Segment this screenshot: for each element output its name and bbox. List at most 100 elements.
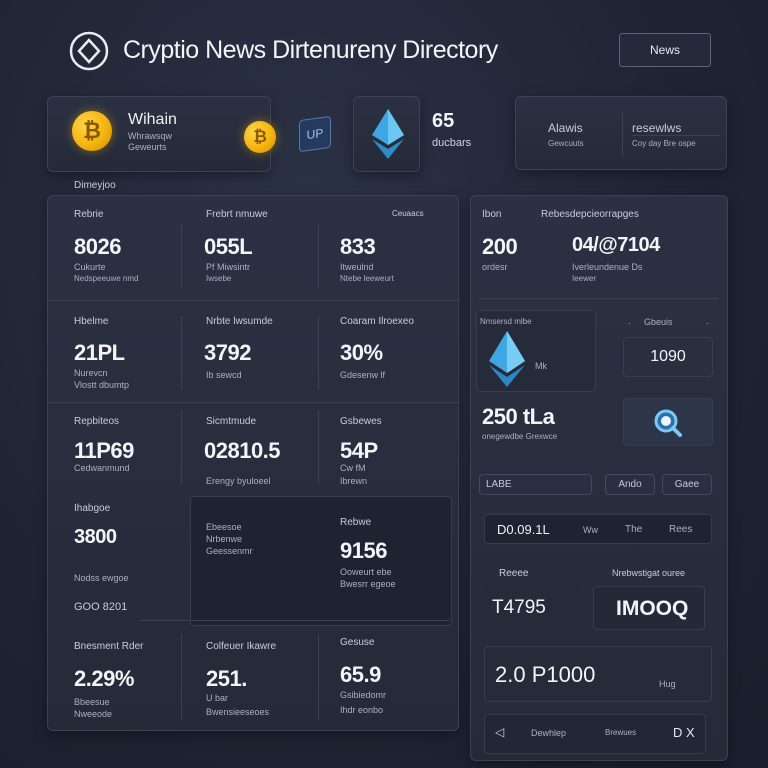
filter-button-1[interactable]: Ando: [605, 474, 655, 495]
value-strip[interactable]: D0.09.1L Ww The Rees: [484, 514, 712, 544]
stat-sub: Bwensieeseoes: [206, 707, 270, 717]
stat-label: Colfeuer Ikawre: [206, 641, 277, 652]
stat-sub: Ibrewn: [340, 476, 368, 486]
stat-label: Ebeesoe: [206, 522, 242, 532]
stat-label: Frebrt nmuwe: [206, 209, 268, 220]
right-head-sub1: ordesr: [482, 262, 508, 272]
stat-value: 833: [340, 234, 376, 259]
right-head-label2: Rebesdepcieorrapges: [541, 209, 639, 220]
row-value-box-1[interactable]: T4795: [484, 586, 580, 630]
stat-sub: Vlostt dbumtp: [74, 380, 130, 390]
filter-button-2[interactable]: Gaee: [662, 474, 712, 495]
stat-sub: Itweulnd: [340, 262, 374, 272]
row-label-1: Reeee: [499, 568, 529, 579]
gauge-dot-left: ·: [628, 318, 631, 328]
stat-label: Gsbewes: [340, 416, 382, 427]
section-label: Dimeyjoo: [74, 180, 116, 191]
page-title: Cryptio News Dirtenureny Directory: [123, 36, 498, 64]
right-head-label1: Ibon: [482, 209, 502, 220]
stat-sub: Iwsebe: [206, 274, 232, 283]
news-button[interactable]: News: [619, 33, 711, 67]
stat-label: Hbelme: [74, 316, 109, 327]
summary-card[interactable]: Alawis Gewcuuts resewlws Coy day Bre osp…: [515, 96, 727, 170]
stat-value: 2.29%: [74, 666, 134, 691]
bitcoin-icon: ₿: [72, 111, 112, 151]
strip-right: The: [625, 524, 643, 535]
stats-grid-panel: [47, 195, 460, 731]
stat-label: Bnesment Rder: [74, 641, 144, 652]
stat-sub: Cw fM: [340, 463, 366, 473]
summary-col2-title: resewlws: [632, 121, 682, 135]
stat-sub: Nweeode: [74, 709, 113, 719]
stat-value: 8026: [74, 234, 121, 259]
strip-mid: Ww: [583, 525, 598, 535]
ethereum-icon: [372, 109, 404, 159]
stat-value: 30%: [340, 340, 383, 365]
footer-mid: Brewues: [605, 728, 637, 737]
wallet-card[interactable]: ₿ Wihain Whrawsqw Geweurts ₿: [47, 96, 276, 172]
stat-sub: Cukurte: [74, 262, 106, 272]
summary-col1-sub: Gewcuuts: [548, 139, 584, 148]
stat-sub: Ooweurt ebe: [340, 567, 392, 577]
stat-value: 3800: [74, 526, 117, 548]
strip-value: D0.09.1L: [497, 522, 550, 537]
stat-value: 251.: [206, 666, 247, 691]
eth-caption: Nmsersd mlbe: [480, 317, 532, 326]
gauge-dot-right: ·: [706, 318, 709, 328]
footer-right: D X: [673, 725, 695, 740]
stat-sub: Cedwanmund: [74, 463, 130, 473]
logo-icon: [69, 31, 109, 71]
stat-sub: Ntebe leeweurt: [340, 274, 394, 283]
right-head-sub3: Ieewer: [572, 274, 597, 283]
footer-strip[interactable]: ◁ Dewhlep Brewues D X: [484, 714, 706, 754]
stat-label: Coaram Ilroexeo: [340, 316, 414, 327]
gauge-value: 1090: [650, 348, 686, 365]
stat-label: Nrbte lwsumde: [206, 316, 273, 327]
stat-value: 21PL: [74, 340, 125, 365]
count-value: 65: [432, 110, 455, 132]
grid-footer: GOO 8201: [74, 601, 128, 613]
stat-label: Rebwe: [340, 517, 372, 528]
summary-col1-title: Alawis: [548, 121, 583, 135]
row-label-2: Nrebwstigat ouree: [612, 568, 686, 578]
filter-label: LABE: [486, 479, 512, 490]
filter-field[interactable]: LABE: [479, 474, 592, 495]
ethereum-icon: [489, 331, 525, 387]
stat-sub: Nrbenwe: [206, 534, 243, 544]
row-value-box-2[interactable]: IMOOQ: [593, 586, 705, 630]
strip-tail: Rees: [669, 524, 693, 535]
row-value-1: T4795: [492, 597, 546, 618]
eth-card[interactable]: [353, 96, 420, 172]
stat-sub: Ihdr eonbo: [340, 705, 384, 715]
eth-tile[interactable]: Mk: [476, 310, 596, 392]
stat-label: Sicmtmude: [206, 416, 257, 427]
stat-sub: Nedspeeuwe nmd: [74, 274, 139, 283]
stat-value: 02810.5: [204, 438, 281, 463]
up-badge[interactable]: UP: [299, 115, 331, 153]
wallet-sub2: Geweurts: [128, 142, 167, 152]
stat-value: 3792: [204, 340, 251, 365]
long-value-strip[interactable]: 2.0 P1000 Hug: [484, 646, 712, 702]
stat-value: 055L: [204, 234, 253, 259]
footer-icon: ◁: [495, 725, 505, 739]
gauge-value-box[interactable]: 1090: [623, 337, 713, 377]
stat-sub: Bwesrr egeoe: [340, 579, 396, 589]
stat-sub: Bbeesue: [74, 697, 110, 707]
stat-sub: Gsibiedomr: [340, 690, 387, 700]
summary-col2-sub: Coy day Bre ospe: [632, 139, 696, 148]
stat-value: 11P69: [74, 438, 134, 463]
right-head-value2: 04/@7104: [572, 234, 660, 256]
search-icon: [654, 409, 682, 437]
stat-sub: Gdesenw lf: [340, 370, 386, 380]
stat-value: 9156: [340, 538, 387, 563]
long-value: 2.0 P1000: [495, 662, 596, 687]
big-value: 250 tLa: [482, 404, 555, 429]
stat-label: Ceuaacs: [392, 209, 424, 218]
stats-subpanel: [190, 496, 452, 626]
stat-sub: Nodss ewgoe: [74, 573, 129, 583]
stat-label: Rebrie: [74, 209, 104, 220]
search-tile[interactable]: [623, 398, 713, 446]
wallet-title: Wihain: [128, 111, 177, 128]
stat-sub: Nurevcn: [74, 368, 108, 378]
stat-sub: Geessenmr: [206, 546, 253, 556]
